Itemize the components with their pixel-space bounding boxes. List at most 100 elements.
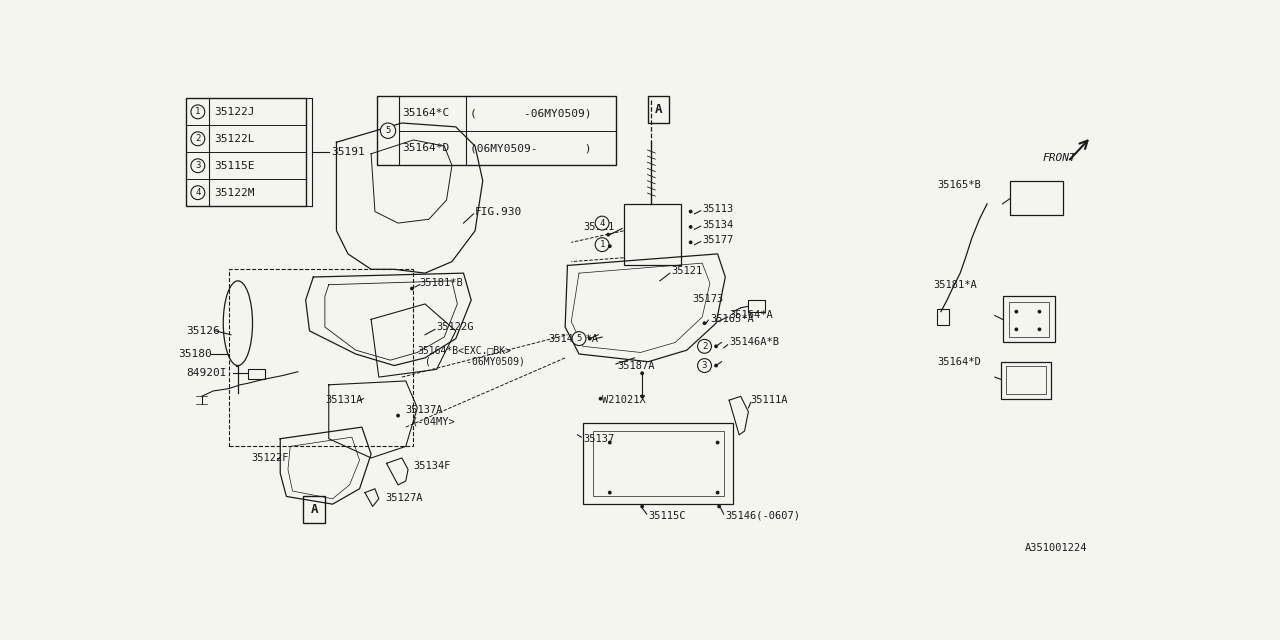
Text: A: A xyxy=(654,102,662,116)
Text: 35177: 35177 xyxy=(703,235,733,245)
Circle shape xyxy=(689,241,692,244)
Text: 35187A: 35187A xyxy=(617,360,655,371)
Text: A351001224: A351001224 xyxy=(1025,543,1087,553)
Bar xyxy=(1002,296,1055,342)
Text: 4: 4 xyxy=(195,188,201,197)
Ellipse shape xyxy=(223,281,252,365)
Bar xyxy=(1010,180,1062,216)
Circle shape xyxy=(716,440,719,444)
Bar xyxy=(648,96,669,123)
Circle shape xyxy=(380,123,396,138)
Text: (06MY0509-       ): (06MY0509- ) xyxy=(470,143,591,153)
Circle shape xyxy=(191,186,205,200)
Circle shape xyxy=(396,413,399,417)
Text: 35164*D: 35164*D xyxy=(403,143,451,153)
Text: 35134: 35134 xyxy=(703,220,733,230)
Circle shape xyxy=(1038,310,1042,314)
Text: 35181*A: 35181*A xyxy=(933,280,977,290)
Text: 1: 1 xyxy=(195,108,201,116)
Circle shape xyxy=(716,491,719,495)
Bar xyxy=(593,431,723,497)
Bar xyxy=(248,369,265,379)
Text: FIG.930: FIG.930 xyxy=(475,207,522,216)
Text: W21021X: W21021X xyxy=(602,395,646,405)
Text: 84920I: 84920I xyxy=(187,368,227,378)
Text: FRONT: FRONT xyxy=(1042,153,1076,163)
Text: 4: 4 xyxy=(599,219,604,228)
Circle shape xyxy=(689,225,692,229)
Circle shape xyxy=(191,159,205,173)
Text: 35181*B: 35181*B xyxy=(420,278,463,288)
Text: 35111A: 35111A xyxy=(750,395,788,405)
Circle shape xyxy=(1038,328,1042,332)
Circle shape xyxy=(599,397,603,401)
Circle shape xyxy=(608,440,612,444)
Text: 35180: 35180 xyxy=(179,349,212,359)
Circle shape xyxy=(595,216,609,230)
Text: 2: 2 xyxy=(195,134,201,143)
Text: 35111: 35111 xyxy=(582,222,614,232)
Circle shape xyxy=(572,332,586,346)
Text: 35164*A: 35164*A xyxy=(730,310,773,321)
Text: 35131A: 35131A xyxy=(325,395,362,405)
Text: 35165*A: 35165*A xyxy=(710,314,754,324)
Circle shape xyxy=(698,339,712,353)
Circle shape xyxy=(607,233,611,237)
Text: 1: 1 xyxy=(599,240,604,249)
Circle shape xyxy=(640,371,644,375)
Circle shape xyxy=(588,337,591,340)
Bar xyxy=(187,99,306,206)
Text: 35146A*A: 35146A*A xyxy=(548,333,598,344)
Text: 5: 5 xyxy=(576,334,581,343)
Text: 35115E: 35115E xyxy=(214,161,255,171)
Text: 35122G: 35122G xyxy=(436,322,474,332)
Text: 35164*B<EXC.□BK>: 35164*B<EXC.□BK> xyxy=(417,345,511,355)
Text: 35113: 35113 xyxy=(703,204,733,214)
Circle shape xyxy=(714,344,718,348)
Circle shape xyxy=(698,358,712,372)
Text: 35146A*B: 35146A*B xyxy=(730,337,780,348)
Bar xyxy=(749,300,765,312)
Text: 35191: 35191 xyxy=(332,147,365,157)
Text: 3: 3 xyxy=(701,361,707,370)
Text: 35134F: 35134F xyxy=(413,461,451,470)
Text: 35146(-0607): 35146(-0607) xyxy=(726,511,800,521)
Text: (      -06MY0509): ( -06MY0509) xyxy=(425,356,525,367)
Text: 35164*D: 35164*D xyxy=(937,356,980,367)
Text: 35122L: 35122L xyxy=(214,134,255,144)
Text: 35137A: 35137A xyxy=(406,405,443,415)
Text: 35126: 35126 xyxy=(187,326,220,336)
Text: 2: 2 xyxy=(701,342,707,351)
Bar xyxy=(1009,303,1048,337)
Circle shape xyxy=(640,504,644,508)
Text: 35164*C: 35164*C xyxy=(403,108,451,118)
Bar xyxy=(1006,366,1046,394)
Bar xyxy=(303,497,325,524)
Circle shape xyxy=(714,364,718,367)
Circle shape xyxy=(191,132,205,146)
Bar xyxy=(582,423,733,504)
Text: 5: 5 xyxy=(385,126,390,135)
Bar xyxy=(1001,362,1051,399)
Text: 35122M: 35122M xyxy=(214,188,255,198)
Text: 35122F: 35122F xyxy=(252,453,289,463)
Text: 35165*B: 35165*B xyxy=(937,180,980,189)
Text: (       -06MY0509): ( -06MY0509) xyxy=(470,108,591,118)
Circle shape xyxy=(717,504,721,508)
Circle shape xyxy=(595,237,609,252)
Circle shape xyxy=(191,105,205,119)
Text: (-04MY>: (-04MY> xyxy=(412,417,456,427)
Circle shape xyxy=(703,321,707,325)
Circle shape xyxy=(1015,328,1019,332)
Bar xyxy=(378,96,616,165)
Circle shape xyxy=(410,287,413,291)
Circle shape xyxy=(608,491,612,495)
Bar xyxy=(937,309,948,324)
Bar xyxy=(623,204,681,266)
Text: 35121: 35121 xyxy=(672,266,703,276)
Bar xyxy=(229,269,413,447)
Circle shape xyxy=(1015,310,1019,314)
Text: 35127A: 35127A xyxy=(385,493,422,503)
Text: A: A xyxy=(310,503,317,516)
Circle shape xyxy=(689,210,692,214)
